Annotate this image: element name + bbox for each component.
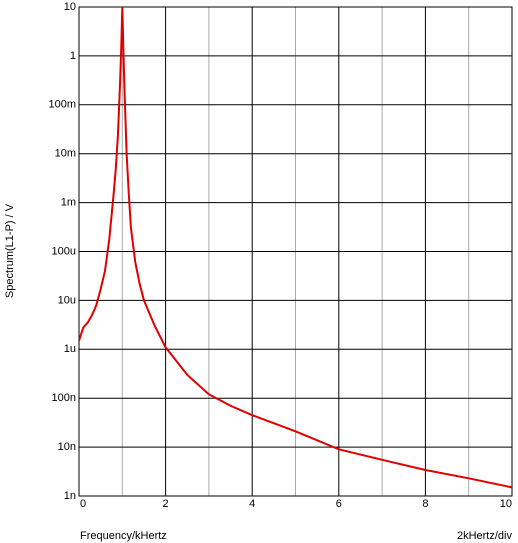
- x-tick-label: 8: [422, 498, 428, 510]
- x-tick-label: 2: [163, 498, 169, 510]
- x-axis-label: Frequency/kHertz: [80, 530, 167, 542]
- y-tick-label: 1n: [64, 490, 76, 502]
- x-tick-label: 4: [249, 498, 255, 510]
- y-tick-label: 10u: [58, 294, 76, 306]
- plot-frame: [78, 6, 513, 497]
- x-tick-label: 10: [500, 498, 512, 510]
- x-unit-label: 2kHertz/div: [457, 530, 513, 542]
- spectrum-line: [79, 7, 512, 489]
- y-tick-label: 100m: [48, 99, 76, 111]
- y-tick-label: 10: [64, 1, 76, 13]
- y-axis-label: Spectrum(L1-P) / V: [4, 203, 16, 298]
- y-tick-label: 1m: [61, 197, 76, 209]
- y-tick-label: 10m: [55, 148, 76, 160]
- y-tick-label: 10n: [58, 441, 76, 453]
- x-tick-label: 6: [336, 498, 342, 510]
- y-tick-label: 100u: [52, 245, 76, 257]
- y-tick-label: 1u: [64, 343, 76, 355]
- y-tick-label: 100n: [52, 392, 76, 404]
- y-tick-label: 1: [70, 50, 76, 62]
- x-tick-label: 0: [80, 498, 86, 510]
